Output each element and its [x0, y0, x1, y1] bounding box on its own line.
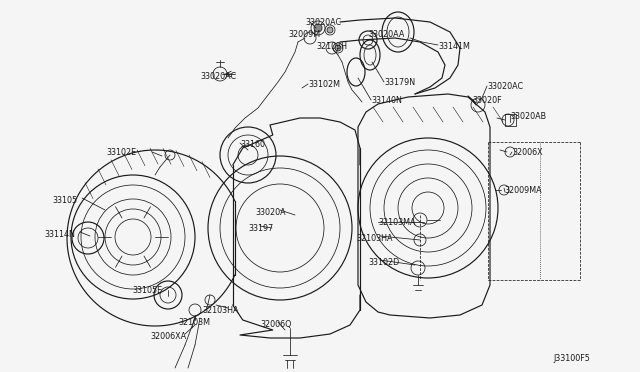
Text: 32006XA: 32006XA	[150, 332, 186, 341]
Text: 33102D: 33102D	[368, 258, 399, 267]
Text: 33141M: 33141M	[438, 42, 470, 51]
Text: 33020AC: 33020AC	[200, 72, 236, 81]
Circle shape	[327, 27, 333, 33]
Text: 33160: 33160	[240, 140, 265, 149]
Text: 33020AC: 33020AC	[305, 18, 341, 27]
Text: 32103H: 32103H	[316, 42, 347, 51]
Text: 32006Q: 32006Q	[260, 320, 291, 329]
Text: 32103M: 32103M	[178, 318, 210, 327]
Text: 33140N: 33140N	[371, 96, 402, 105]
Circle shape	[314, 24, 322, 32]
Text: 33105: 33105	[52, 196, 77, 205]
Text: 32103MA: 32103MA	[378, 218, 415, 227]
Text: 33020AB: 33020AB	[510, 112, 546, 121]
Text: 33114N: 33114N	[44, 230, 75, 239]
Text: 32103HA: 32103HA	[356, 234, 392, 243]
Text: 33102M: 33102M	[308, 80, 340, 89]
Text: 33179N: 33179N	[384, 78, 415, 87]
Text: 33105E: 33105E	[132, 286, 162, 295]
Text: 32009MA: 32009MA	[504, 186, 541, 195]
Circle shape	[335, 45, 341, 51]
Text: 32006X: 32006X	[512, 148, 543, 157]
Text: 33020F: 33020F	[472, 96, 502, 105]
Text: 33020AA: 33020AA	[368, 30, 404, 39]
Text: 33020AC: 33020AC	[487, 82, 523, 91]
Text: 32009M: 32009M	[288, 30, 320, 39]
Text: 32103HA: 32103HA	[202, 306, 239, 315]
Text: 33102E: 33102E	[106, 148, 136, 157]
Text: 33197: 33197	[248, 224, 273, 233]
Text: 33020A: 33020A	[255, 208, 285, 217]
Text: J33100F5: J33100F5	[553, 354, 590, 363]
